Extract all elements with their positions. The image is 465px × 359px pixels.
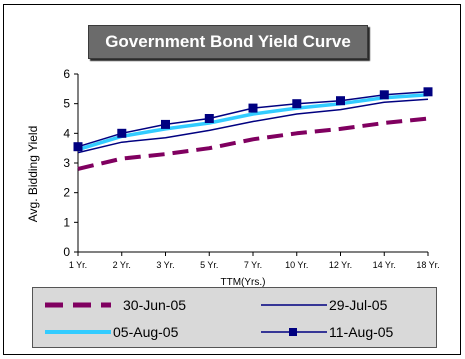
x-tick-label: 3 Yr. xyxy=(156,260,174,270)
legend-item-30-jun-05: 30-Jun-05 xyxy=(43,294,228,316)
x-tick-label: 2 Yr. xyxy=(113,260,131,270)
y-tick-label: 4 xyxy=(63,126,70,140)
axes: 0 1 2 3 4 5 6 1 Yr. 2 Yr. 3 Yr. 5 Yr. 7 Yr. 10 Yr. 12… xyxy=(63,67,439,270)
series-layer xyxy=(73,87,433,171)
y-tick-label: 3 xyxy=(63,156,70,170)
legend-item-11-aug-05: 11-Aug-05 xyxy=(243,321,428,343)
series-line-30-jun-05 xyxy=(77,116,429,171)
x-tick-label: 12 Yr. xyxy=(329,260,352,270)
legend-swatch-11-aug-05 xyxy=(261,328,327,336)
data-point-11-aug-05 xyxy=(73,142,83,152)
legend-item-29-jul-05: 29-Jul-05 xyxy=(243,294,428,316)
data-point-11-aug-05 xyxy=(336,96,345,106)
x-tick-label: 10 Yr. xyxy=(285,260,308,270)
y-tick-label: 1 xyxy=(63,215,70,229)
data-point-11-aug-05 xyxy=(423,87,433,97)
x-tick-label: 7 Yr. xyxy=(244,260,262,270)
legend: 30-Jun-05 29-Jul-05 05-Aug-05 11-Aug-05 xyxy=(32,287,437,348)
data-point-11-aug-05 xyxy=(161,119,170,129)
legend-item-05-aug-05: 05-Aug-05 xyxy=(43,321,228,343)
data-point-11-aug-05 xyxy=(248,103,258,113)
legend-label-29-jul-05: 29-Jul-05 xyxy=(329,297,388,313)
y-tick-label: 0 xyxy=(63,245,70,259)
data-point-11-aug-05 xyxy=(292,99,302,109)
legend-swatch-30-jun-05 xyxy=(45,302,111,308)
x-tick-label: 14 Yr. xyxy=(373,260,396,270)
series-line-05-aug-05 xyxy=(77,93,429,152)
data-point-11-aug-05 xyxy=(117,128,127,138)
x-tick-label: 18 Yr. xyxy=(416,260,439,270)
y-tick-label: 5 xyxy=(63,97,70,111)
chart-title: Government Bond Yield Curve xyxy=(88,25,368,59)
y-axis-title: Avg. Bidding Yield xyxy=(26,126,40,223)
legend-label-05-aug-05: 05-Aug-05 xyxy=(113,324,179,340)
x-tick-label: 1 Yr. xyxy=(69,260,87,270)
x-axis-title: TTM(Yrs.) xyxy=(221,277,266,288)
y-tick-label: 2 xyxy=(63,186,70,200)
data-point-11-aug-05 xyxy=(204,114,214,123)
legend-swatch-05-aug-05 xyxy=(45,330,111,334)
series-line-29-jul-05 xyxy=(77,98,429,154)
legend-label-30-jun-05: 30-Jun-05 xyxy=(123,297,187,313)
legend-swatch-29-jul-05 xyxy=(261,304,327,306)
x-tick-label: 5 Yr. xyxy=(200,260,218,270)
data-point-11-aug-05 xyxy=(379,90,389,100)
y-tick-label: 6 xyxy=(63,67,70,81)
legend-label-11-aug-05: 11-Aug-05 xyxy=(329,324,394,340)
